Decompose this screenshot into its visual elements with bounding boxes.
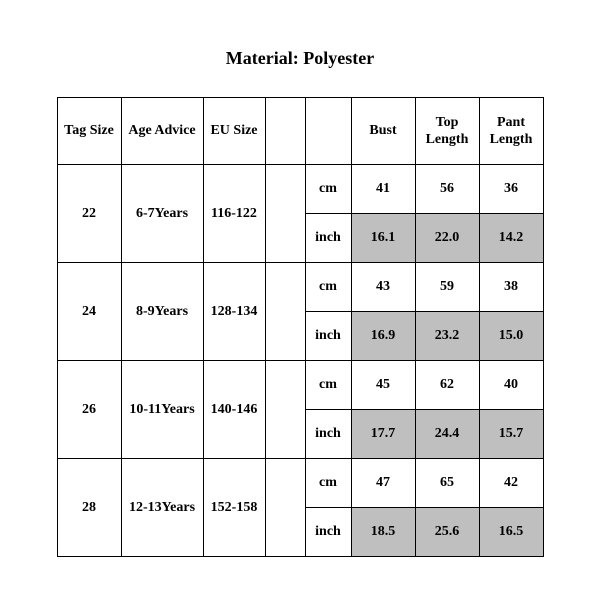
col-gap (265, 98, 305, 165)
cell-top: 65 (415, 459, 479, 508)
cell-pant: 38 (479, 263, 543, 312)
cell-top: 56 (415, 165, 479, 214)
col-pant-length: Pant Length (479, 98, 543, 165)
cell-unit: inch (305, 312, 351, 361)
cell-top: 59 (415, 263, 479, 312)
cell-unit: inch (305, 410, 351, 459)
col-tag-size: Tag Size (57, 98, 121, 165)
cell-gap (265, 361, 305, 459)
cell-gap (265, 165, 305, 263)
table-body: 22 6-7Years 116-122 cm 41 56 36 inch 16.… (57, 165, 543, 557)
page-title: Material: Polyester (0, 0, 600, 97)
cell-pant: 14.2 (479, 214, 543, 263)
size-table: Tag Size Age Advice EU Size Bust Top Len… (57, 97, 544, 557)
cell-bust: 47 (351, 459, 415, 508)
cell-bust: 17.7 (351, 410, 415, 459)
cell-age: 10-11Years (121, 361, 203, 459)
cell-gap (265, 459, 305, 557)
table-row: 22 6-7Years 116-122 cm 41 56 36 (57, 165, 543, 214)
cell-tag: 28 (57, 459, 121, 557)
cell-age: 12-13Years (121, 459, 203, 557)
cell-bust: 41 (351, 165, 415, 214)
cell-unit: cm (305, 459, 351, 508)
cell-eu: 116-122 (203, 165, 265, 263)
col-age-advice: Age Advice (121, 98, 203, 165)
cell-pant: 16.5 (479, 508, 543, 557)
cell-age: 8-9Years (121, 263, 203, 361)
cell-bust: 18.5 (351, 508, 415, 557)
cell-tag: 26 (57, 361, 121, 459)
cell-bust: 45 (351, 361, 415, 410)
cell-eu: 140-146 (203, 361, 265, 459)
cell-pant: 15.7 (479, 410, 543, 459)
cell-age: 6-7Years (121, 165, 203, 263)
cell-top: 62 (415, 361, 479, 410)
table-row: 26 10-11Years 140-146 cm 45 62 40 (57, 361, 543, 410)
cell-eu: 152-158 (203, 459, 265, 557)
cell-bust: 16.1 (351, 214, 415, 263)
cell-top: 24.4 (415, 410, 479, 459)
cell-eu: 128-134 (203, 263, 265, 361)
cell-unit: cm (305, 361, 351, 410)
col-top-length: Top Length (415, 98, 479, 165)
cell-pant: 40 (479, 361, 543, 410)
cell-unit: inch (305, 214, 351, 263)
table-header-row: Tag Size Age Advice EU Size Bust Top Len… (57, 98, 543, 165)
cell-top: 25.6 (415, 508, 479, 557)
col-eu-size: EU Size (203, 98, 265, 165)
cell-tag: 22 (57, 165, 121, 263)
cell-top: 23.2 (415, 312, 479, 361)
cell-gap (265, 263, 305, 361)
cell-pant: 15.0 (479, 312, 543, 361)
col-bust: Bust (351, 98, 415, 165)
cell-tag: 24 (57, 263, 121, 361)
cell-unit: inch (305, 508, 351, 557)
col-unit-blank (305, 98, 351, 165)
cell-unit: cm (305, 263, 351, 312)
cell-pant: 36 (479, 165, 543, 214)
table-row: 24 8-9Years 128-134 cm 43 59 38 (57, 263, 543, 312)
cell-top: 22.0 (415, 214, 479, 263)
cell-pant: 42 (479, 459, 543, 508)
cell-bust: 16.9 (351, 312, 415, 361)
cell-unit: cm (305, 165, 351, 214)
cell-bust: 43 (351, 263, 415, 312)
table-row: 28 12-13Years 152-158 cm 47 65 42 (57, 459, 543, 508)
